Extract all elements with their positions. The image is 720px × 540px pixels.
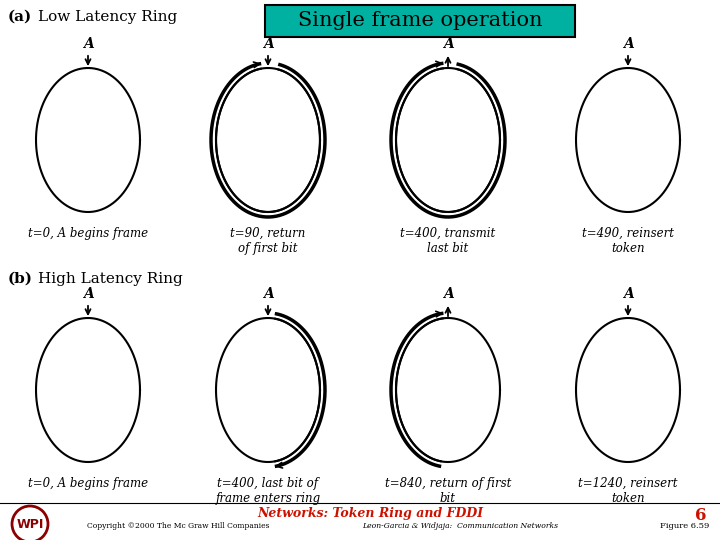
Text: A: A — [623, 287, 634, 301]
Text: A: A — [83, 287, 94, 301]
Text: t=1240, reinsert
token: t=1240, reinsert token — [578, 477, 678, 505]
Text: A: A — [443, 287, 454, 301]
Text: A: A — [443, 37, 454, 51]
Text: (b): (b) — [8, 272, 33, 286]
Text: t=90, return
of first bit: t=90, return of first bit — [230, 227, 306, 255]
Text: t=400, transmit
last bit: t=400, transmit last bit — [400, 227, 495, 255]
Text: Figure 6.59: Figure 6.59 — [660, 522, 710, 530]
Circle shape — [12, 506, 48, 540]
Text: t=490, reinsert
token: t=490, reinsert token — [582, 227, 674, 255]
Text: t=0, A begins frame: t=0, A begins frame — [28, 227, 148, 240]
Text: Networks: Token Ring and FDDI: Networks: Token Ring and FDDI — [257, 507, 483, 520]
Text: t=400, last bit of
frame enters ring: t=400, last bit of frame enters ring — [215, 477, 320, 505]
Text: 6: 6 — [695, 507, 706, 524]
Text: Leon-Garcia & Widjaja:  Communication Networks: Leon-Garcia & Widjaja: Communication Net… — [362, 522, 558, 530]
Text: Single frame operation: Single frame operation — [298, 11, 542, 30]
Text: Copyright ©2000 The Mc Graw Hill Companies: Copyright ©2000 The Mc Graw Hill Compani… — [86, 522, 269, 530]
Text: A: A — [623, 37, 634, 51]
Text: (a): (a) — [8, 10, 32, 24]
Text: A: A — [263, 37, 274, 51]
Text: t=840, return of first
bit: t=840, return of first bit — [384, 477, 511, 505]
Text: Low Latency Ring: Low Latency Ring — [38, 10, 177, 24]
Text: A: A — [263, 287, 274, 301]
Text: WPI: WPI — [17, 517, 44, 530]
Text: t=0, A begins frame: t=0, A begins frame — [28, 477, 148, 490]
Text: A: A — [83, 37, 94, 51]
Text: High Latency Ring: High Latency Ring — [38, 272, 183, 286]
FancyBboxPatch shape — [265, 5, 575, 37]
